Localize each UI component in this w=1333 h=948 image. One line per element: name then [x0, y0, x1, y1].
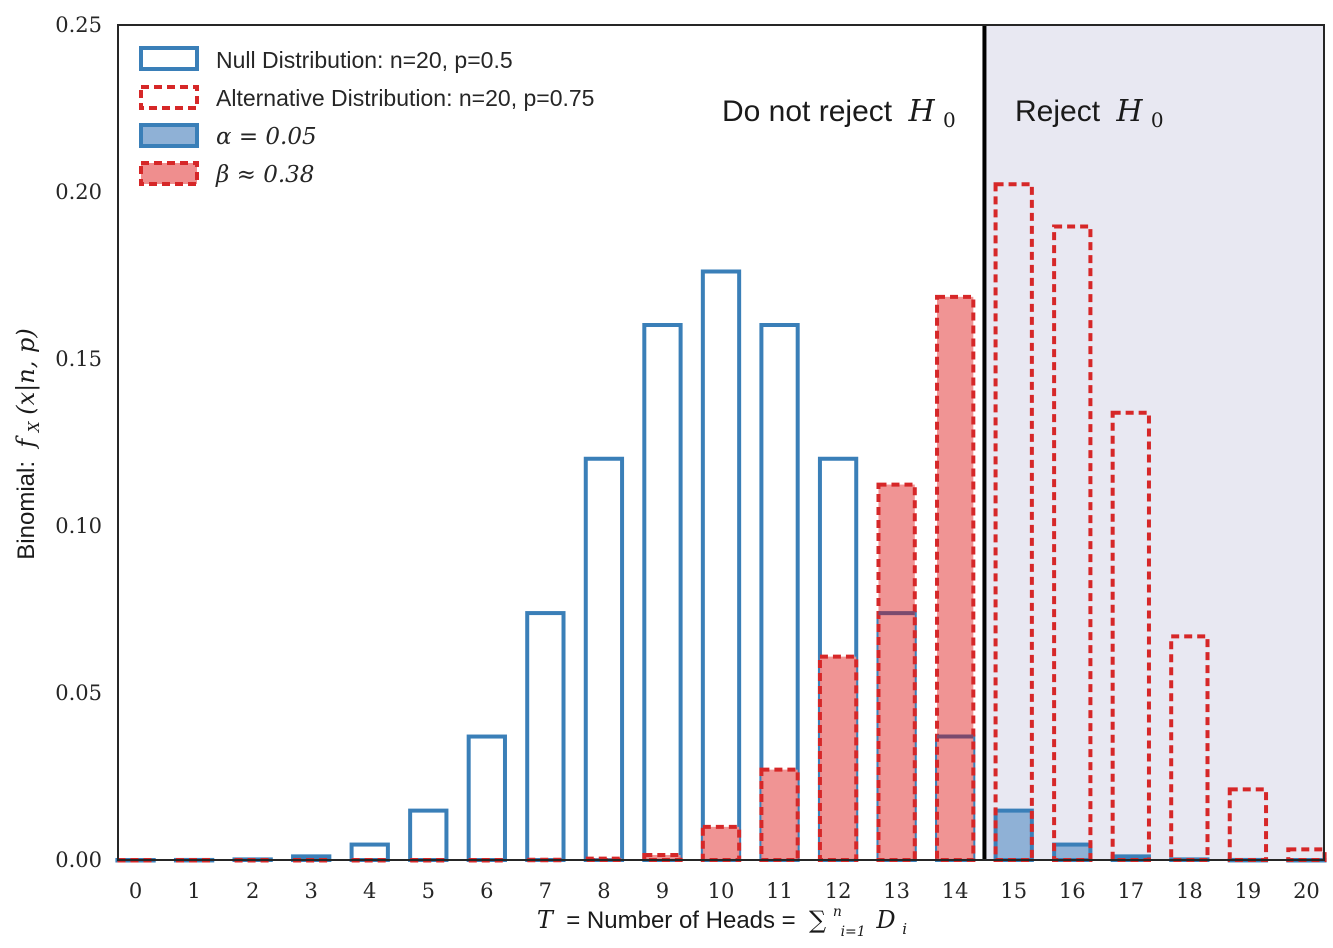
x-tick-label-1: 1	[187, 879, 200, 903]
null-bar-8	[583, 456, 625, 862]
x-title-d-sub: i	[902, 920, 907, 938]
legend-alpha-swatch	[139, 123, 199, 148]
y-tick-label-2: 0.10	[55, 514, 102, 538]
accept-region-h-sub: 0	[943, 108, 956, 132]
x-tick-label-20: 20	[1293, 879, 1320, 903]
x-tick-label-5: 5	[422, 879, 435, 903]
y-axis-title: Binomial: f X (x|n, p)	[12, 328, 45, 559]
y-title-args: (x|n, p)	[12, 328, 41, 414]
y-tick-label-0: 0.00	[55, 848, 102, 872]
alt-bar-10	[700, 824, 742, 863]
x-tick-label-14: 14	[942, 879, 969, 903]
x-tick-label-6: 6	[480, 879, 493, 903]
x-tick-label-2: 2	[246, 879, 259, 903]
null-bar-7	[525, 611, 566, 863]
accept-region-label: Do not reject H 0	[722, 94, 956, 132]
alt-bar-13	[876, 482, 917, 862]
x-tick-label-8: 8	[597, 879, 610, 903]
x-tick-label-13: 13	[883, 879, 910, 903]
reject-region-h-sub: 0	[1151, 108, 1164, 132]
x-tick-label-17: 17	[1117, 879, 1144, 903]
x-tick-label-4: 4	[363, 879, 376, 903]
x-axis-title: T = Number of Heads = ∑ n i=1 D i	[537, 895, 907, 942]
x-tick-label-15: 15	[1000, 879, 1027, 903]
legend-beta-swatch	[139, 161, 199, 186]
x-title-t: T	[537, 906, 555, 934]
legend-alt-label: Alternative Distribution: n=20, p=0.75	[216, 85, 594, 111]
y-title-f: f	[12, 435, 40, 450]
x-tick-label-9: 9	[656, 879, 669, 903]
null-bar-10	[700, 269, 742, 862]
alt-bar-12	[817, 654, 859, 862]
alt-bar-19	[1227, 787, 1269, 862]
legend-null-swatch	[139, 46, 199, 71]
legend: Null Distribution: n=20, p=0.5 Alternati…	[139, 46, 594, 188]
x-title-text: = Number of Heads =	[560, 907, 803, 934]
null-bar-4	[349, 842, 390, 862]
null-bar-6	[466, 734, 507, 862]
x-tick-label-7: 7	[539, 879, 552, 903]
alt-bar-14	[935, 294, 976, 862]
reject-region-text: Reject	[1015, 95, 1101, 128]
y-axis-ticks: 0.00 0.05 0.10 0.15 0.20 0.25	[55, 13, 102, 872]
x-title-sum-sup: n	[833, 904, 842, 920]
x-tick-label-0: 0	[129, 879, 142, 903]
x-tick-label-10: 10	[708, 879, 735, 903]
legend-alpha-label: α = 0.05	[216, 124, 317, 150]
legend-null-label: Null Distribution: n=20, p=0.5	[216, 47, 513, 73]
accept-region-h: H	[907, 94, 935, 129]
y-tick-label-3: 0.15	[55, 347, 102, 371]
null-bar-5	[408, 808, 449, 862]
x-title-sum-sub: i=1	[841, 924, 866, 940]
x-tick-label-3: 3	[305, 879, 318, 903]
plot-frame	[117, 24, 1325, 861]
y-title-f-sub: X	[25, 420, 43, 433]
x-axis-ticks: 0 1 2 3 4 5 6 7 8 9 10 11 12 13 14 15 16 17 18 19 20	[129, 879, 1320, 903]
y-tick-label-5: 0.25	[55, 13, 102, 37]
y-tick-label-4: 0.20	[55, 180, 102, 204]
null-bar-16	[1052, 842, 1093, 862]
x-tick-label-12: 12	[825, 879, 852, 903]
y-tick-label-1: 0.05	[55, 681, 102, 705]
alt-bar-16	[1052, 224, 1093, 863]
x-tick-label-11: 11	[766, 879, 793, 903]
legend-alt-swatch	[139, 85, 199, 110]
x-title-sum: ∑	[809, 906, 826, 934]
reject-region-h: H	[1115, 94, 1143, 129]
reject-region-label: Reject H 0	[1015, 94, 1164, 132]
null-bar-15	[993, 808, 1034, 862]
x-title-d: D	[875, 906, 895, 934]
legend-beta-label: β ≈ 0.38	[215, 162, 314, 188]
reject-region-shade	[984, 25, 1324, 860]
x-tick-label-16: 16	[1059, 879, 1086, 903]
accept-region-text: Do not reject	[722, 95, 893, 128]
x-tick-label-19: 19	[1235, 879, 1262, 903]
alt-bar-11	[759, 767, 800, 863]
x-tick-label-18: 18	[1176, 879, 1203, 903]
y-title-text: Binomial:	[13, 454, 40, 559]
null-bar-9	[642, 323, 683, 862]
